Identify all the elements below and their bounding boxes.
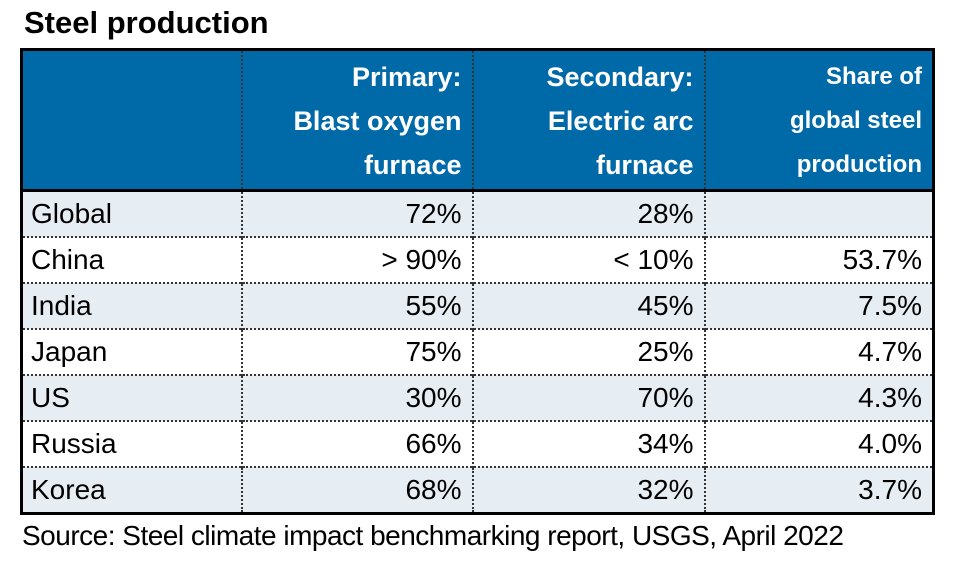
header-secondary-electric-arc-furnace: Secondary: Electric arc furnace bbox=[471, 49, 705, 192]
primary-cell: 75% bbox=[240, 328, 473, 375]
table-row-us: US 30% 70% 4.3% bbox=[21, 374, 934, 421]
secondary-cell: 70% bbox=[471, 374, 705, 421]
country-cell: China bbox=[21, 236, 242, 283]
header-primary-blast-oxygen-furnace: Primary: Blast oxygen furnace bbox=[240, 49, 473, 192]
primary-cell: 55% bbox=[240, 282, 473, 329]
header-share-of-global-steel-production: Share of global steel production bbox=[703, 49, 934, 192]
header-country bbox=[21, 49, 242, 192]
share-cell: 7.5% bbox=[703, 282, 934, 329]
share-cell: 4.7% bbox=[703, 328, 934, 375]
primary-cell: > 90% bbox=[240, 236, 473, 283]
source-note: Source: Steel climate impact benchmarkin… bbox=[22, 520, 844, 551]
share-cell bbox=[703, 190, 934, 237]
primary-cell: 72% bbox=[240, 190, 473, 237]
table-row-global: Global 72% 28% bbox=[21, 190, 934, 237]
country-cell: Global bbox=[21, 190, 242, 237]
country-cell: US bbox=[21, 374, 242, 421]
header-row: Primary: Blast oxygen furnace Secondary:… bbox=[21, 49, 934, 192]
share-cell: 4.3% bbox=[703, 374, 934, 421]
table-row-korea: Korea 68% 32% 3.7% bbox=[21, 466, 934, 514]
table-row-russia: Russia 66% 34% 4.0% bbox=[21, 420, 934, 467]
country-cell: Japan bbox=[21, 328, 242, 375]
page-title: Steel production bbox=[24, 5, 269, 40]
share-cell: 53.7% bbox=[703, 236, 934, 283]
steel-production-table: Primary: Blast oxygen furnace Secondary:… bbox=[20, 48, 935, 515]
share-cell: 4.0% bbox=[703, 420, 934, 467]
secondary-cell: 34% bbox=[471, 420, 705, 467]
table-row-japan: Japan 75% 25% 4.7% bbox=[21, 328, 934, 375]
primary-cell: 66% bbox=[240, 420, 473, 467]
country-cell: Korea bbox=[21, 466, 242, 514]
secondary-cell: 45% bbox=[471, 282, 705, 329]
table-row-india: India 55% 45% 7.5% bbox=[21, 282, 934, 329]
secondary-cell: 32% bbox=[471, 466, 705, 514]
primary-cell: 68% bbox=[240, 466, 473, 514]
secondary-cell: < 10% bbox=[471, 236, 705, 283]
secondary-cell: 25% bbox=[471, 328, 705, 375]
primary-cell: 30% bbox=[240, 374, 473, 421]
country-cell: India bbox=[21, 282, 242, 329]
secondary-cell: 28% bbox=[471, 190, 705, 237]
table-row-china: China > 90% < 10% 53.7% bbox=[21, 236, 934, 283]
country-cell: Russia bbox=[21, 420, 242, 467]
share-cell: 3.7% bbox=[703, 466, 934, 514]
